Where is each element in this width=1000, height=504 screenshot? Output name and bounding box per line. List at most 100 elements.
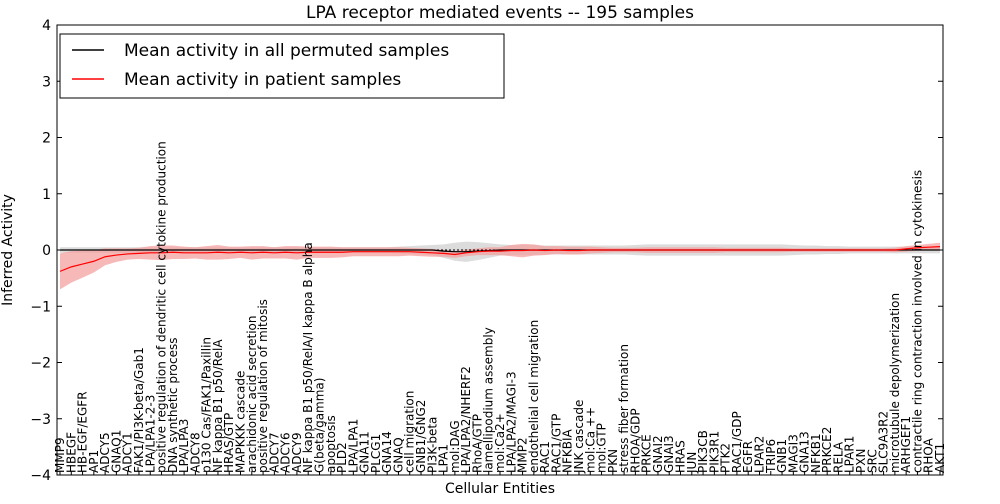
x-tick-label: RAC1/GDP: [730, 411, 744, 473]
x-tick-label: positive regulation of mitosis: [256, 299, 270, 473]
x-tick-label: G(beta/gamma): [312, 378, 326, 473]
y-tick-label: −2: [30, 356, 51, 372]
y-tick-label: 1: [42, 187, 51, 203]
x-tick-label: HBEGF: [64, 432, 78, 473]
x-tick-label: lamellipodium assembly: [482, 327, 496, 473]
x-tick-label: HRAS: [674, 440, 688, 473]
x-tick-label: LPA/LPA2/NHERF2: [459, 366, 473, 473]
confidence-bands: [60, 241, 940, 290]
x-tick-label: PLD2: [335, 442, 349, 473]
x-tick-label: ADCY8: [188, 432, 202, 473]
x-tick-label: MMP2: [516, 437, 530, 473]
y-tick-label: 4: [42, 18, 51, 34]
x-tick-label: MMP9: [53, 437, 67, 473]
x-tick-label: GNB1: [775, 439, 789, 473]
y-tick-label: 2: [42, 131, 51, 147]
x-tick-label: JNK cascade: [572, 400, 586, 474]
x-tick-label: PI3K-beta: [425, 417, 439, 473]
x-tick-label: ADCY5: [98, 432, 112, 473]
x-tick-label: mol:DAG: [448, 420, 462, 473]
legend-label-patient: Mean activity in patient samples: [124, 70, 401, 90]
x-tick-label: ADCY9: [290, 432, 304, 473]
confidence-band-patient: [60, 242, 940, 290]
x-tick-label: HRAS/GTP: [222, 413, 236, 473]
x-tick-label: GNAQ1: [109, 430, 123, 473]
x-tick-label: RAC1: [538, 441, 552, 473]
legend-box: [59, 33, 505, 99]
x-tick-label: contractile ring contraction involved in…: [910, 170, 924, 473]
x-tick-label: ARHGEF1: [899, 416, 913, 473]
x-tick-label: AKT1: [933, 443, 947, 473]
x-tick-label: GNA11: [358, 431, 372, 473]
x-tick-label: NF kappa B1 p50/RelA/I kappa B alpha: [301, 242, 315, 473]
x-tick-label: GNAQ: [391, 437, 405, 473]
x-tick-label: GNAI3: [662, 435, 676, 473]
x-tick-label: PLCG1: [369, 434, 383, 473]
x-axis-label: Cellular Entities: [445, 481, 555, 497]
y-axis-label: Inferred Activity: [0, 194, 16, 306]
y-tick-label: −1: [30, 299, 51, 315]
x-tick-label: PIK3CB: [696, 430, 710, 473]
x-tick-label: mol:Ca ++: [583, 407, 597, 473]
x-tick-label: endothelial cell migration: [527, 320, 541, 473]
x-tick-label: RHOA/GDP: [628, 408, 642, 473]
x-tick-label: NF kappa B1 p50/RelA: [211, 339, 225, 473]
x-tick-label: GNAI2: [651, 435, 665, 473]
x-tick-label: MAPKKK cascade: [234, 371, 248, 473]
y-tick-label: 3: [42, 74, 51, 90]
x-tick-label: LPA1: [437, 444, 451, 473]
x-tick-label: ADCY1: [121, 432, 135, 473]
x-tick-label: NFKBIA: [561, 428, 575, 473]
x-tick-label: p130 Cas/FAK1/Paxillin: [200, 337, 214, 473]
x-tick-label: ADCY7: [267, 432, 281, 473]
legend-label-permuted: Mean activity in all permuted samples: [124, 41, 449, 61]
x-tick-label: arachidonic acid secretion: [245, 316, 259, 473]
x-tick-label: PRKCE2: [820, 427, 834, 473]
x-tick-label: NFKB1: [809, 433, 823, 473]
x-tick-label: SLC9A3R2: [877, 411, 891, 473]
x-tick-label: mol:Ca2+: [493, 413, 507, 473]
x-tick-label: LPAR2: [752, 436, 766, 473]
legend: Mean activity in all permuted samples Me…: [59, 33, 505, 99]
series-line-patient: [59, 246, 941, 272]
x-tick-label: MAGI3: [786, 434, 800, 473]
x-tick-label: LPAR1: [843, 436, 857, 473]
y-tick-label: −4: [30, 468, 51, 484]
x-tick-label: RHOA: [922, 437, 936, 473]
x-tick-label: PTK2: [719, 443, 733, 473]
x-tick-label: cell migration: [403, 391, 417, 473]
x-tick-label: GNB1/GNG2: [414, 400, 428, 473]
x-tick-label: JUN: [685, 452, 699, 474]
chart-title: LPA receptor mediated events -- 195 samp…: [306, 3, 694, 23]
x-tick-label: PKN: [606, 449, 620, 473]
x-tick-label: RAC1/GTP: [549, 414, 563, 473]
x-tick-label: microtubule depolymerization: [888, 293, 902, 473]
x-tick-label: PRKCE: [640, 434, 654, 473]
x-tick-label: apoptosis: [324, 415, 338, 473]
x-tick-label: mol:GTP: [595, 423, 609, 473]
x-tick-label: stress fiber formation: [617, 344, 631, 473]
x-tick-label: EGFR: [741, 441, 755, 473]
x-tick-label: FAK1/PI3K-beta/Gab1: [132, 347, 146, 473]
x-tick-label: ADCY6: [279, 432, 293, 473]
x-tick-label: RhoA/GTP: [470, 414, 484, 473]
x-tick-label: DNA synthetic process: [166, 338, 180, 473]
x-tick-label: TRIP6: [764, 439, 778, 474]
x-tick-label: LPA/LPA1-2-3: [143, 395, 157, 473]
x-tick-label: SRC: [865, 449, 879, 473]
x-tick-label: PIK3R1: [707, 431, 721, 473]
y-tick-label: 0: [42, 243, 51, 259]
y-tick-label: −3: [30, 412, 51, 428]
x-axis: MMP9HBEGFHB-EGF/EGFRAP1ADCY5GNAQ1ADCY1FA…: [53, 141, 947, 475]
x-tick-label: AP1: [87, 450, 101, 473]
x-tick-label: positive regulation of dendritic cell cy…: [155, 141, 169, 473]
series-lines: [59, 246, 941, 272]
x-tick-label: HB-EGF/EGFR: [76, 391, 90, 473]
y-axis: −4 −3 −2 −1 0 1 2 3 4: [30, 18, 943, 484]
x-tick-label: RELA: [831, 441, 845, 473]
x-tick-label: LPA/LPA3: [177, 419, 191, 473]
x-tick-label: LPA/LPA1: [346, 419, 360, 473]
x-tick-label: GNA14: [380, 431, 394, 473]
x-tick-label: LPA/LPA2/MAGI-3: [504, 371, 518, 473]
